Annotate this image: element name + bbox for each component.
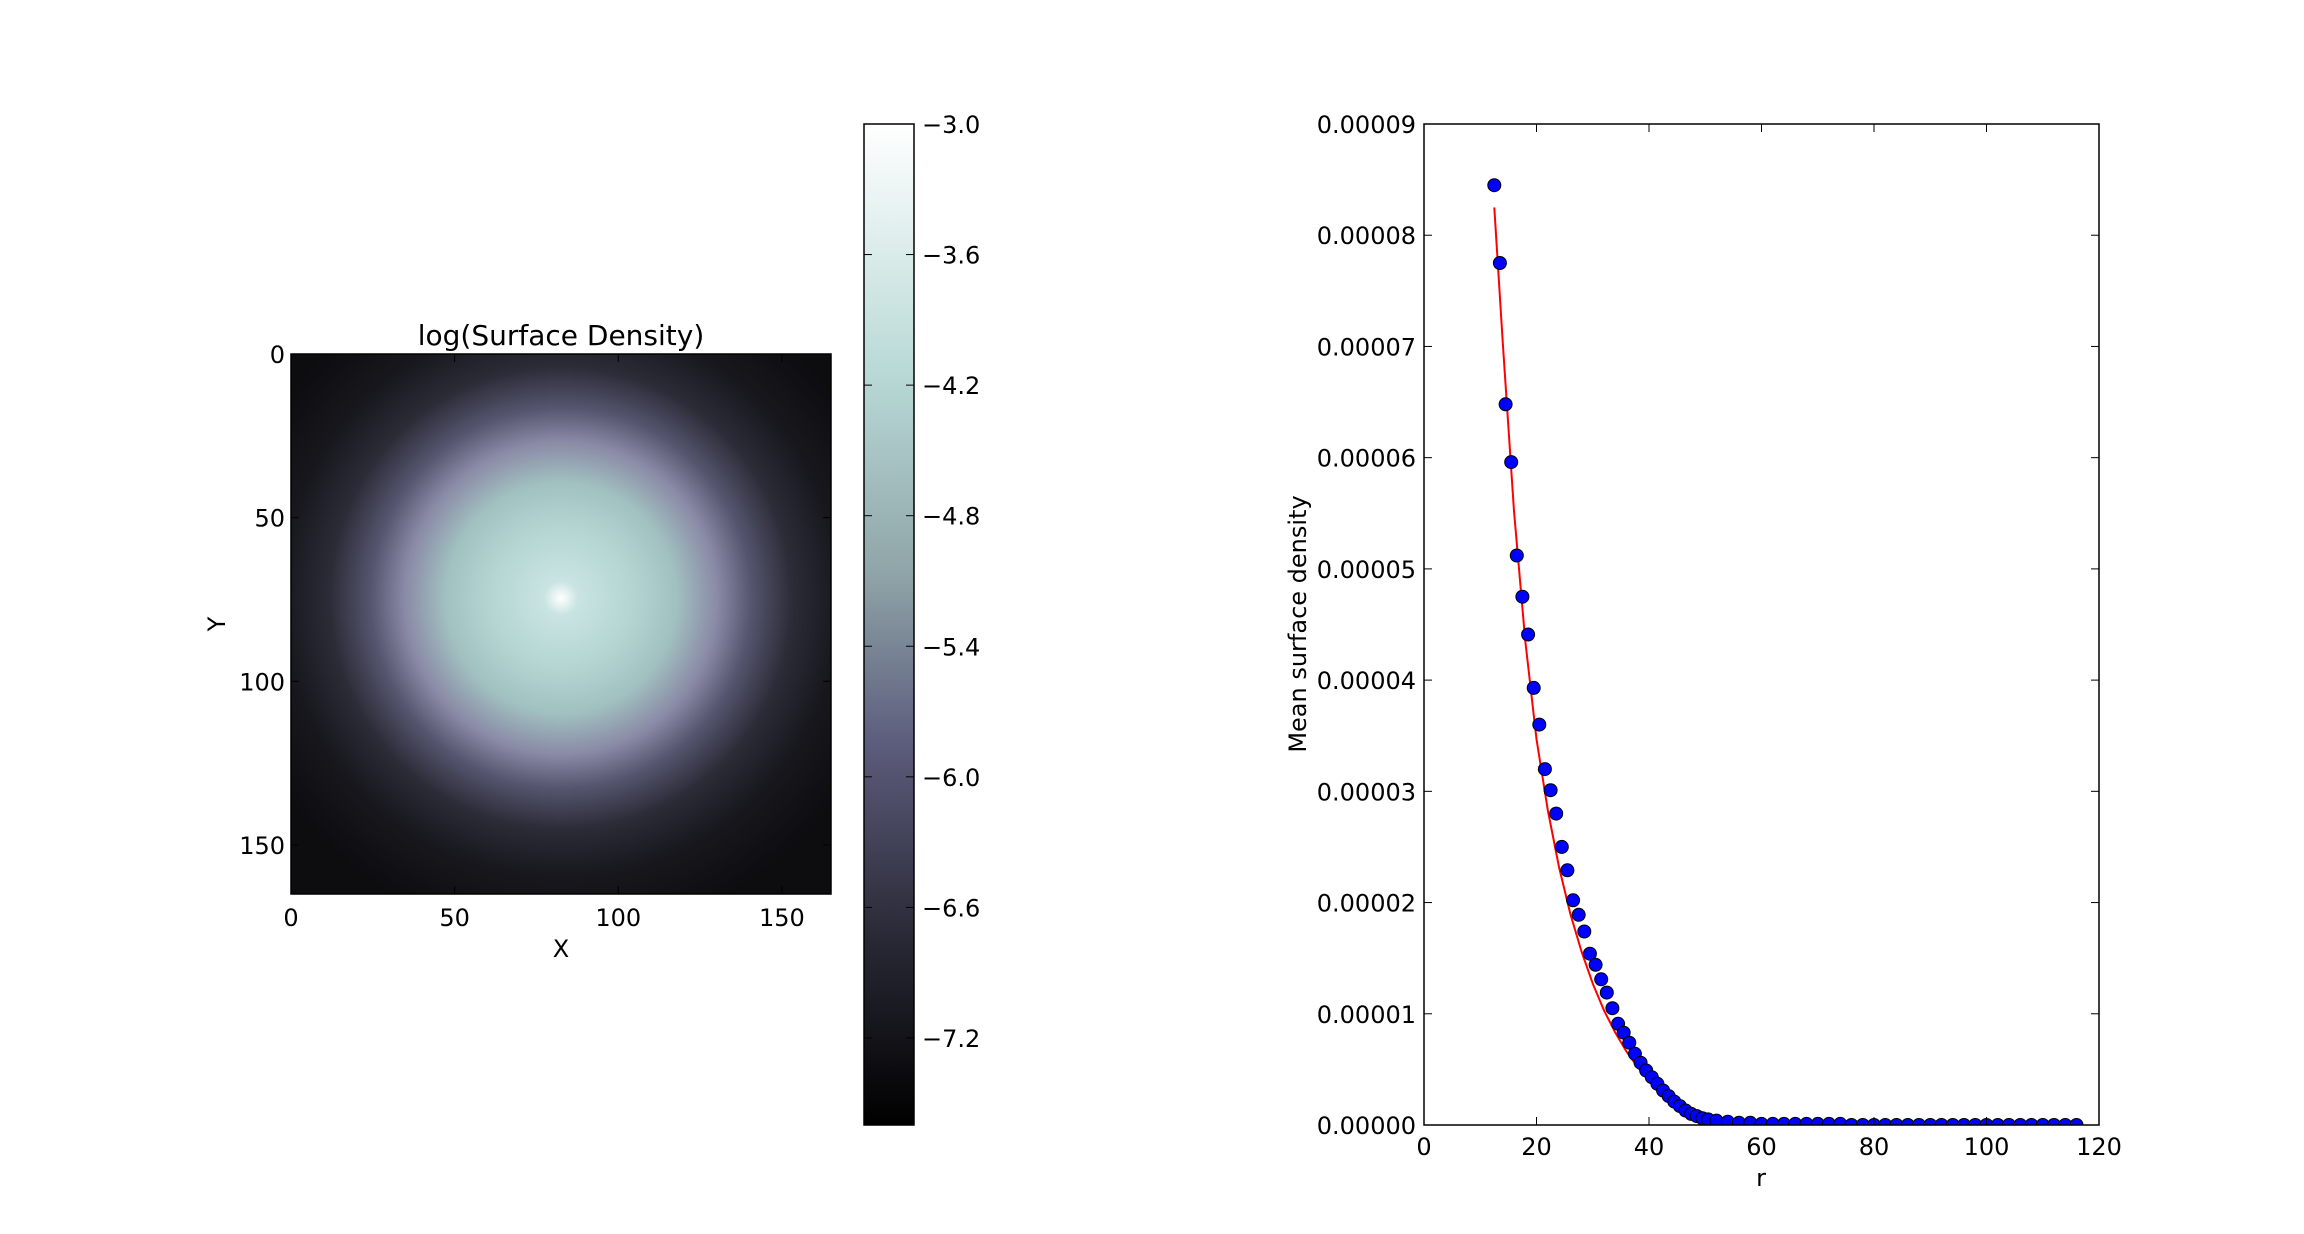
data-point — [1934, 1118, 1949, 1125]
heatmap-x-tick-label: 100 — [595, 904, 641, 932]
profile-y-tick-label: 0.00000 — [1317, 1112, 1416, 1140]
heatmap-y-ticks: 0 50 100 150 — [239, 341, 831, 860]
heatmap-x-ticks: 0 50 100 150 — [283, 354, 805, 932]
colorbar-tick-label: −5.4 — [922, 633, 980, 661]
data-point — [1594, 972, 1609, 987]
data-point — [1554, 839, 1569, 854]
heatmap-y-tick-label: 50 — [254, 505, 285, 533]
data-point — [1504, 455, 1519, 470]
data-point — [1526, 680, 1541, 695]
data-point — [1515, 589, 1530, 604]
heatmap-y-tick-label: 150 — [239, 832, 285, 860]
data-point — [1532, 717, 1547, 732]
data-points-layer — [1487, 178, 2084, 1125]
profile-plot-area — [1424, 124, 2099, 1125]
profile-x-tick-label: 80 — [1859, 1133, 1890, 1161]
data-point — [2069, 1118, 2084, 1125]
colorbar-tick-label: −3.6 — [922, 242, 980, 270]
heatmap-y-label: Y — [203, 616, 231, 632]
data-point — [1498, 397, 1513, 412]
heatmap-x-tick-label: 0 — [283, 904, 298, 932]
profile-y-ticks: 0.00000 0.00001 0.00002 0.00003 0.00004 0.000… — [1317, 111, 2099, 1140]
data-point — [1844, 1118, 1859, 1125]
data-point — [1912, 1118, 1926, 1125]
profile-y-label: Mean surface density — [1284, 495, 1312, 752]
profile-y-tick-label: 0.00005 — [1317, 556, 1416, 584]
profile-x-tick-label: 100 — [1964, 1133, 2010, 1161]
heatmap-frame — [290, 353, 832, 895]
heatmap-panel: log(Surface Density) 0 50 100 150 0 50 100 150… — [203, 319, 832, 963]
data-point — [1487, 178, 1502, 193]
profile-x-tick-label: 20 — [1521, 1133, 1552, 1161]
colorbar-tick-label: −4.8 — [922, 503, 980, 531]
heatmap-x-label: X — [553, 935, 569, 963]
data-point — [1945, 1118, 1960, 1125]
profile-y-tick-label: 0.00008 — [1317, 222, 1416, 250]
data-point — [1560, 863, 1575, 878]
heatmap-image — [291, 354, 831, 894]
profile-panel: 0 20 40 60 80 100 120 0.000000.000010.000020.0… — [1284, 111, 2122, 1192]
profile-y-tick-label: 0.00002 — [1317, 890, 1416, 918]
data-point — [1509, 548, 1524, 563]
data-point — [1521, 627, 1536, 642]
data-point — [1549, 806, 1564, 821]
heatmap-x-tick-label: 50 — [439, 904, 470, 932]
data-point — [2047, 1118, 2061, 1125]
data-point — [1889, 1118, 1904, 1125]
data-point — [1855, 1118, 1870, 1125]
colorbar-tick-label: −6.6 — [922, 894, 980, 922]
profile-y-tick-label: 0.00004 — [1317, 667, 1416, 695]
data-point — [2058, 1118, 2073, 1125]
data-point — [2035, 1118, 2050, 1125]
profile-x-ticks: 0 20 40 60 80 100 120 — [1416, 124, 2122, 1161]
profile-x-tick-label: 0 — [1416, 1133, 1431, 1161]
data-point — [1900, 1118, 1915, 1125]
data-point — [1605, 1001, 1620, 1016]
heatmap-x-tick-label: 150 — [759, 904, 805, 932]
profile-x-label: r — [1756, 1164, 1766, 1192]
profile-y-tick-label: 0.00001 — [1317, 1001, 1416, 1029]
data-point — [1588, 957, 1603, 972]
data-point — [1990, 1118, 2005, 1125]
colorbar-frame — [863, 123, 915, 1126]
colorbar-tick-label: −6.0 — [922, 764, 980, 792]
colorbar-tick-label: −7.2 — [922, 1025, 980, 1053]
data-point — [2013, 1118, 2028, 1125]
profile-x-tick-label: 40 — [1634, 1133, 1665, 1161]
data-point — [1622, 1035, 1637, 1050]
data-point — [1566, 893, 1581, 908]
data-point — [1543, 783, 1558, 798]
data-point — [1957, 1118, 1971, 1125]
data-point — [2002, 1118, 2016, 1125]
colorbar-gradient — [864, 124, 914, 1125]
profile-y-tick-label: 0.00009 — [1317, 111, 1416, 139]
profile-y-tick-label: 0.00006 — [1317, 445, 1416, 473]
data-point — [2024, 1118, 2039, 1125]
data-point — [1878, 1118, 1893, 1125]
data-point — [1537, 762, 1552, 777]
data-point — [1571, 907, 1586, 922]
heatmap-y-tick-label: 100 — [239, 668, 285, 696]
profile-x-tick-label: 60 — [1746, 1133, 1777, 1161]
data-point — [1582, 946, 1597, 961]
data-point — [1968, 1118, 1983, 1125]
data-point — [1923, 1118, 1938, 1125]
profile-y-tick-label: 0.00007 — [1317, 333, 1416, 361]
data-point — [1577, 924, 1592, 939]
data-point — [1599, 985, 1614, 1000]
heatmap-title: log(Surface Density) — [418, 319, 705, 352]
colorbar-ticks: −3.0 −3.6 −4.2 −4.8 −5.4 −6.0 −6.6 −7.2 — [864, 111, 980, 1053]
profile-y-tick-label: 0.00003 — [1317, 778, 1416, 806]
colorbar-tick-label: −4.2 — [922, 372, 980, 400]
colorbar-tick-label: −3.0 — [922, 111, 980, 139]
data-point — [1492, 256, 1507, 270]
profile-x-tick-label: 120 — [2076, 1133, 2122, 1161]
colorbar: −3.0 −3.6 −4.2 −4.8 −5.4 −6.0 −6.6 −7.2 — [863, 111, 980, 1126]
heatmap-y-tick-label: 0 — [270, 341, 285, 369]
